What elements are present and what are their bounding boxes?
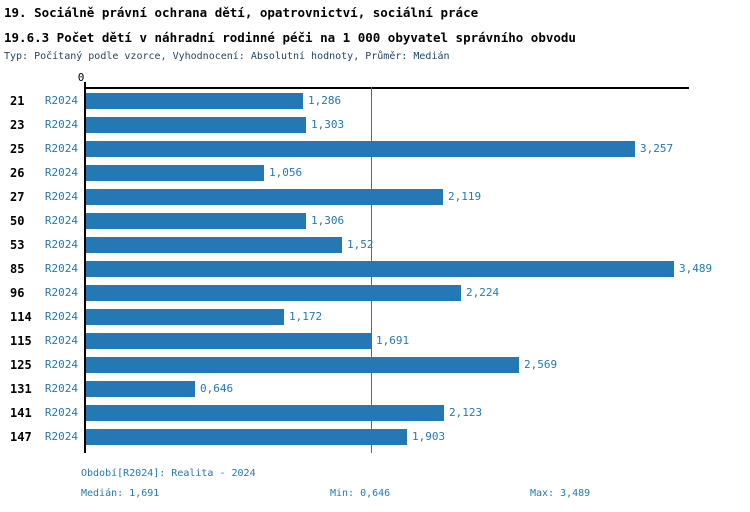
chart-row: 25 R2024 3,257 bbox=[0, 141, 750, 157]
stat-min: Min: 0,646 bbox=[330, 488, 391, 499]
chart-row: 114 R2024 1,172 bbox=[0, 309, 750, 325]
chart-row: 21 R2024 1,286 bbox=[0, 93, 750, 109]
row-category-label: 21 bbox=[10, 94, 25, 108]
bar-value-label: 1,691 bbox=[376, 334, 410, 347]
row-category-label: 114 bbox=[10, 310, 32, 324]
chart-row: 27 R2024 2,119 bbox=[0, 189, 750, 205]
bar-value-label: 1,056 bbox=[269, 166, 303, 179]
row-category-label: 131 bbox=[10, 382, 32, 396]
chart-row: 141 R2024 2,123 bbox=[0, 405, 750, 421]
chart-subtitle: Typ: Počítaný podle vzorce, Vyhodnocení:… bbox=[4, 51, 450, 62]
chart-row: 50 R2024 1,306 bbox=[0, 213, 750, 229]
row-category-label: 147 bbox=[10, 430, 32, 444]
period-legend: Období[R2024]: Realita - 2024 bbox=[81, 468, 256, 479]
bar-value-label: 3,257 bbox=[640, 142, 674, 155]
bar[interactable] bbox=[86, 141, 635, 157]
chart-row: 147 R2024 1,903 bbox=[0, 429, 750, 445]
row-period-label: R2024 bbox=[44, 406, 78, 419]
row-period-label: R2024 bbox=[44, 286, 78, 299]
bar[interactable] bbox=[86, 285, 461, 301]
y-axis-line bbox=[84, 87, 86, 453]
chart-row: 23 R2024 1,303 bbox=[0, 117, 750, 133]
bar[interactable] bbox=[86, 309, 284, 325]
bar[interactable] bbox=[86, 93, 303, 109]
bar[interactable] bbox=[86, 405, 444, 421]
row-category-label: 25 bbox=[10, 142, 25, 156]
row-category-label: 85 bbox=[10, 262, 25, 276]
bar[interactable] bbox=[86, 429, 407, 445]
row-period-label: R2024 bbox=[44, 142, 78, 155]
row-category-label: 23 bbox=[10, 118, 25, 132]
bar-value-label: 1,52 bbox=[347, 238, 374, 251]
x-axis-zero-tick bbox=[84, 82, 86, 88]
chart-row: 26 R2024 1,056 bbox=[0, 165, 750, 181]
row-category-label: 26 bbox=[10, 166, 25, 180]
bar-value-label: 2,123 bbox=[449, 406, 483, 419]
row-category-label: 141 bbox=[10, 406, 32, 420]
bar[interactable] bbox=[86, 381, 195, 397]
chart-row: 125 R2024 2,569 bbox=[0, 357, 750, 373]
chart-row: 53 R2024 1,52 bbox=[0, 237, 750, 253]
row-period-label: R2024 bbox=[44, 190, 78, 203]
bar-value-label: 1,306 bbox=[311, 214, 345, 227]
row-period-label: R2024 bbox=[44, 430, 78, 443]
row-period-label: R2024 bbox=[44, 382, 78, 395]
row-category-label: 125 bbox=[10, 358, 32, 372]
bar-value-label: 1,303 bbox=[311, 118, 345, 131]
chart-row: 131 R2024 0,646 bbox=[0, 381, 750, 397]
row-category-label: 115 bbox=[10, 334, 32, 348]
row-period-label: R2024 bbox=[44, 262, 78, 275]
row-category-label: 50 bbox=[10, 214, 25, 228]
row-category-label: 53 bbox=[10, 238, 25, 252]
row-period-label: R2024 bbox=[44, 166, 78, 179]
stat-max: Max: 3,489 bbox=[530, 488, 591, 499]
row-period-label: R2024 bbox=[44, 238, 78, 251]
row-period-label: R2024 bbox=[44, 94, 78, 107]
bar-value-label: 2,569 bbox=[524, 358, 558, 371]
bar[interactable] bbox=[86, 189, 443, 205]
median-line bbox=[371, 87, 372, 453]
row-period-label: R2024 bbox=[44, 358, 78, 371]
row-category-label: 96 bbox=[10, 286, 25, 300]
bar-value-label: 1,903 bbox=[412, 430, 446, 443]
row-period-label: R2024 bbox=[44, 118, 78, 131]
chart-row: 96 R2024 2,224 bbox=[0, 285, 750, 301]
chart-row: 115 R2024 1,691 bbox=[0, 333, 750, 349]
bar-value-label: 1,286 bbox=[308, 94, 342, 107]
bar[interactable] bbox=[86, 261, 674, 277]
row-period-label: R2024 bbox=[44, 214, 78, 227]
row-period-label: R2024 bbox=[44, 334, 78, 347]
chart-row: 85 R2024 3,489 bbox=[0, 261, 750, 277]
bar[interactable] bbox=[86, 237, 342, 253]
bar[interactable] bbox=[86, 333, 371, 349]
x-axis-zero-label: 0 bbox=[77, 71, 85, 84]
bar[interactable] bbox=[86, 165, 264, 181]
bar-value-label: 2,224 bbox=[466, 286, 500, 299]
chart-title: 19.6.3 Počet dětí v náhradní rodinné péč… bbox=[4, 30, 576, 45]
row-category-label: 27 bbox=[10, 190, 25, 204]
page-title: 19. Sociálně právní ochrana dětí, opatro… bbox=[4, 5, 479, 20]
bar-value-label: 2,119 bbox=[448, 190, 482, 203]
bar[interactable] bbox=[86, 213, 306, 229]
bar-value-label: 0,646 bbox=[200, 382, 234, 395]
bar-value-label: 1,172 bbox=[289, 310, 323, 323]
bar[interactable] bbox=[86, 357, 519, 373]
x-axis-line bbox=[84, 87, 689, 89]
bar-value-label: 3,489 bbox=[679, 262, 713, 275]
row-period-label: R2024 bbox=[44, 310, 78, 323]
bar[interactable] bbox=[86, 117, 306, 133]
stat-median: Medián: 1,691 bbox=[81, 488, 160, 499]
